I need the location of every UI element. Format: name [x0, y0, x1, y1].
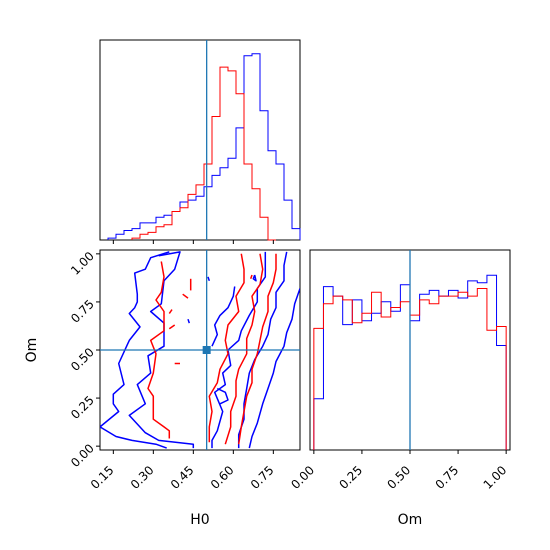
- h0-histogram-red: [131, 66, 276, 241]
- h0-axis-label: H0: [190, 512, 209, 528]
- truth-point-marker: [202, 346, 211, 354]
- om-y-tick-label: 1.00: [68, 249, 97, 278]
- om-x-axis-label: Om: [398, 512, 423, 528]
- h0-histogram-ticks: [112, 240, 274, 244]
- blue-contour-4: [248, 288, 300, 449]
- blue-contour-5: [211, 286, 236, 347]
- h0-histogram-frame: [99, 39, 301, 241]
- om-y-axis-label: Om: [24, 338, 40, 363]
- blue-contour-9: [187, 318, 191, 324]
- red-contour-0: [147, 261, 171, 439]
- om-y-tick-label: 0.50: [68, 345, 97, 374]
- h0-x-tick-label: 0.30: [128, 463, 157, 492]
- red-contour-1: [168, 309, 173, 314]
- blue-contour-1: [100, 251, 170, 449]
- om-x-tick-label: 0.25: [336, 463, 365, 492]
- om-y-ticks: 0.00 0.25 0.50 0.75 1.00: [68, 249, 100, 470]
- om-x-tick-label: 1.00: [481, 463, 510, 492]
- joint-contours: [100, 251, 300, 449]
- om-x-ticks: 0.00 0.25 0.50 0.75 1.00: [288, 450, 509, 492]
- red-contour-4: [182, 293, 189, 299]
- blue-contour-8: [252, 274, 257, 282]
- joint-contour-panel: 0.15 0.30 0.45 0.60 0.75 0.00 0.25 0.50 0.75 1.0…: [68, 249, 301, 492]
- joint-truth-lines: [100, 250, 300, 450]
- h0-x-tick-label: 0.60: [208, 463, 237, 492]
- om-y-tick-label: 0.25: [68, 393, 97, 422]
- red-contour-9: [249, 274, 253, 280]
- h0-x-tick-label: 0.15: [88, 463, 117, 492]
- blue-contour-6: [216, 387, 229, 405]
- red-contour-8: [237, 253, 277, 445]
- om-x-tick-label: 0.00: [288, 463, 317, 492]
- h0-x-tick-label: 0.45: [168, 463, 197, 492]
- red-contour-6: [208, 253, 245, 443]
- om-histogram-panel: 0.00 0.25 0.50 0.75 1.00: [288, 249, 511, 492]
- om-y-tick-label: 0.00: [68, 441, 97, 470]
- blue-contour-7: [207, 276, 211, 282]
- om-x-tick-label: 0.50: [385, 463, 414, 492]
- red-contour-7: [224, 253, 264, 445]
- om-x-tick-label: 0.75: [433, 463, 462, 492]
- h0-histogram-panel: [99, 39, 301, 244]
- h0-histogram-series: [107, 53, 301, 241]
- om-y-tick-label: 0.75: [68, 297, 97, 326]
- blue-contour-0: [128, 251, 195, 449]
- h0-histogram-blue: [107, 53, 301, 240]
- h0-x-tick-label: 0.75: [248, 463, 277, 492]
- h0-x-ticks: 0.15 0.30 0.45 0.60 0.75: [88, 450, 277, 492]
- red-contour-2: [168, 324, 176, 330]
